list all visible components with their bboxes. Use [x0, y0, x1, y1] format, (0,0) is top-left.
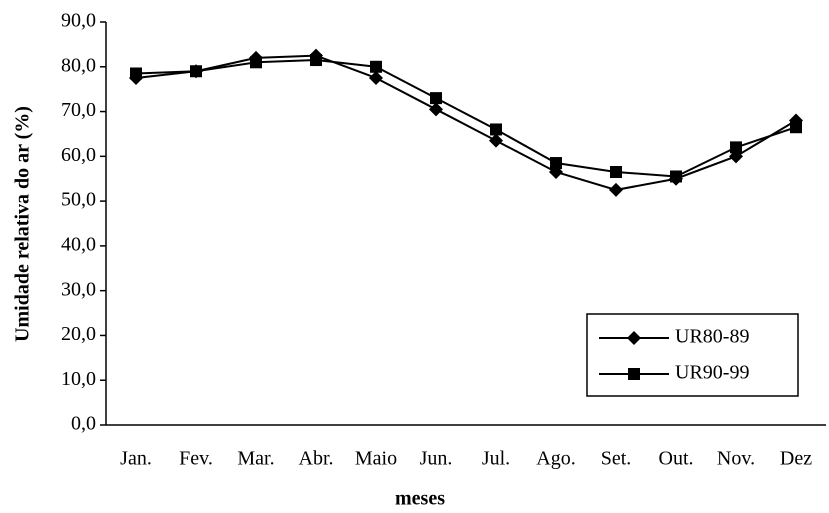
- legend-marker: [627, 331, 641, 345]
- x-tick-label: Nov.: [717, 448, 755, 470]
- x-tick-label: Fev.: [179, 448, 213, 470]
- y-tick-label: 10,0: [61, 368, 96, 390]
- point: [609, 182, 623, 197]
- y-tick-label: 40,0: [61, 233, 96, 255]
- y-tick-label: 50,0: [61, 189, 96, 211]
- point: [730, 141, 742, 154]
- x-tick-label: Jan.: [120, 448, 152, 470]
- x-tick-label: Ago.: [536, 448, 575, 470]
- x-tick-label: Set.: [601, 448, 632, 470]
- point: [550, 157, 562, 170]
- point: [130, 67, 142, 80]
- point: [790, 121, 802, 134]
- y-tick-label: 20,0: [61, 323, 96, 345]
- x-tick-label: Maio: [355, 448, 397, 470]
- y-tick-label: 70,0: [61, 99, 96, 121]
- point: [670, 170, 682, 183]
- x-tick-label: Mar.: [237, 448, 274, 470]
- legend-box: [586, 313, 799, 397]
- y-tick-label: 90,0: [61, 10, 96, 32]
- point: [610, 166, 622, 179]
- y-axis-title: Umidade relativa do ar (%): [12, 106, 34, 342]
- x-tick-label: Jul.: [482, 448, 510, 470]
- x-tick-label: Jun.: [420, 448, 453, 470]
- series-line: [135, 59, 797, 178]
- y-tick-label: 0,0: [71, 413, 96, 435]
- y-tick-label: 80,0: [61, 54, 96, 76]
- y-tick-label: 60,0: [61, 144, 96, 166]
- point: [369, 70, 383, 85]
- x-tick-label: Out.: [659, 448, 694, 470]
- point: [310, 54, 322, 67]
- point: [489, 133, 503, 148]
- series-line: [135, 54, 797, 191]
- point: [490, 123, 502, 136]
- legend-label: UR80-89: [675, 326, 749, 348]
- point: [430, 92, 442, 105]
- legend-marker: [628, 368, 640, 380]
- x-tick-label: Dez: [780, 448, 812, 470]
- point: [250, 56, 262, 69]
- point: [190, 65, 202, 78]
- x-tick-label: Abr.: [299, 448, 334, 470]
- x-axis-title: meses: [395, 488, 445, 510]
- point: [370, 60, 382, 73]
- legend-label: UR90-99: [675, 362, 749, 384]
- point: [429, 102, 443, 117]
- y-tick-label: 30,0: [61, 278, 96, 300]
